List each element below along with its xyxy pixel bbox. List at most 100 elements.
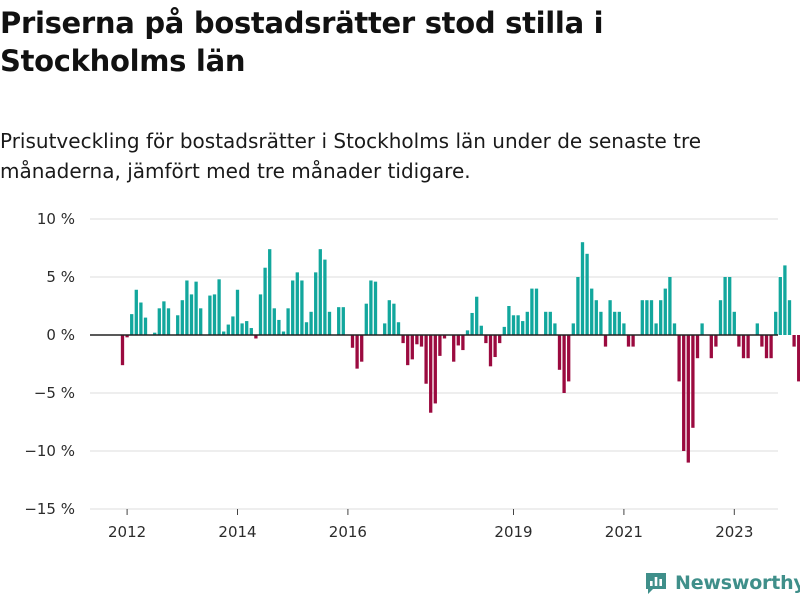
x-tick-label: 2021 (605, 523, 643, 541)
bar (691, 335, 695, 428)
newsworthy-logo-text: Newsworthy (675, 572, 800, 594)
bar (544, 311, 548, 335)
bar (286, 308, 290, 335)
bar (452, 335, 456, 362)
bar (341, 307, 345, 335)
bar (534, 288, 539, 335)
bar (364, 303, 368, 335)
bar (272, 308, 276, 335)
bar (576, 277, 580, 335)
bar (162, 301, 166, 335)
bar (580, 242, 585, 335)
bar (557, 335, 562, 370)
bar (626, 335, 631, 347)
bar (502, 326, 506, 335)
bar (484, 335, 488, 344)
bar (548, 311, 552, 335)
bar (222, 331, 226, 335)
bar (682, 335, 686, 451)
bar (337, 307, 341, 335)
bar (254, 335, 258, 339)
bar (157, 308, 161, 335)
bar (369, 280, 373, 335)
x-tick-label: 2012 (108, 523, 146, 541)
bar (438, 335, 442, 356)
y-axis-tick-labels: 10 % 5 % 0 % −5 % −10 % −15 % (24, 210, 75, 518)
bar (424, 335, 428, 384)
bar (792, 335, 796, 347)
bar (741, 335, 746, 359)
bar (139, 302, 143, 335)
bar (709, 335, 713, 359)
bar (695, 335, 700, 359)
bar (553, 323, 557, 335)
bar (309, 311, 313, 335)
bar (429, 335, 433, 413)
bar (488, 335, 493, 367)
bar (166, 308, 171, 335)
bar (153, 332, 157, 335)
grid-lines (90, 218, 778, 510)
x-tick-label: 2019 (494, 523, 532, 541)
chart-subtitle: Prisutveckling för bostadsrätter i Stock… (0, 129, 702, 183)
bar (263, 267, 267, 335)
bar (240, 323, 244, 335)
bar (355, 335, 359, 369)
bar (723, 277, 727, 335)
bar (475, 296, 479, 335)
y-tick-label: −15 % (24, 500, 75, 518)
bar (387, 300, 391, 335)
y-tick-label: 0 % (46, 326, 75, 344)
bar (645, 300, 649, 335)
bar (774, 311, 778, 335)
bar (769, 335, 773, 359)
bar (764, 335, 769, 359)
bar (176, 315, 180, 335)
bar (686, 335, 690, 463)
y-tick-label: 10 % (37, 210, 75, 228)
y-tick-label: 5 % (46, 268, 75, 286)
bar (456, 335, 460, 346)
bar (562, 335, 566, 393)
bar (567, 335, 571, 382)
bar (180, 300, 184, 335)
bar (396, 322, 401, 335)
bar (746, 335, 750, 359)
bar (778, 277, 782, 335)
bar (245, 321, 249, 335)
bar (185, 280, 189, 335)
newsworthy-logo[interactable]: Newsworthy (644, 568, 800, 598)
bar (318, 249, 322, 335)
bar (120, 335, 125, 366)
bar (479, 325, 483, 335)
bar (516, 315, 520, 335)
bar (797, 335, 800, 382)
bar (360, 335, 364, 362)
bar (304, 322, 309, 335)
bar (470, 312, 474, 335)
bar (585, 253, 589, 335)
bar (327, 311, 332, 335)
x-tick-label: 2023 (715, 523, 753, 541)
bar (659, 300, 663, 335)
y-tick-label: −10 % (24, 442, 75, 460)
bar (677, 335, 681, 382)
bar (143, 317, 148, 335)
bar (760, 335, 764, 347)
bar (525, 311, 529, 335)
x-axis-tick-labels: 2012201420162019202120232025 (108, 509, 753, 541)
bar (281, 331, 286, 335)
bar (718, 300, 723, 335)
bar (493, 335, 497, 358)
bar (217, 279, 221, 335)
bar (199, 308, 203, 335)
bar (268, 249, 272, 335)
bar (728, 277, 732, 335)
bar (300, 280, 304, 335)
bar (608, 300, 612, 335)
bar (406, 335, 410, 366)
bar (295, 272, 299, 335)
bar (258, 294, 263, 335)
bar (521, 321, 525, 335)
